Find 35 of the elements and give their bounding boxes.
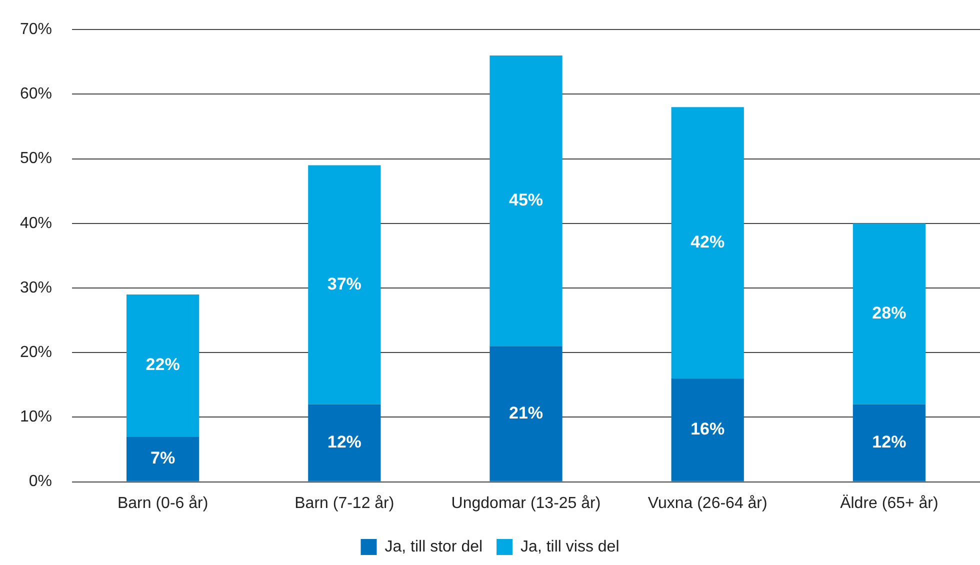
x-tick-label: Barn (0-6 år)	[117, 494, 208, 512]
y-tick-label: 70%	[20, 21, 52, 38]
data-label: 12%	[872, 432, 906, 452]
legend-label: Ja, till viss del	[520, 538, 620, 556]
data-label: 28%	[872, 304, 906, 323]
data-label: 42%	[690, 232, 725, 252]
y-tick-label: 30%	[20, 279, 52, 296]
bar	[490, 55, 562, 346]
y-tick-label: 60%	[20, 86, 52, 103]
data-label: 37%	[327, 274, 362, 294]
bar	[852, 404, 926, 482]
data-label: 21%	[508, 403, 544, 422]
y-tick-label: 20%	[20, 344, 52, 362]
y-tick-label: 10%	[20, 408, 52, 426]
bar	[671, 378, 744, 482]
bar	[852, 223, 926, 404]
x-tick-label: Barn (7-12 år)	[294, 494, 394, 512]
data-label: 22%	[146, 355, 180, 374]
y-tick-label: 0%	[28, 473, 52, 490]
data-label: 7%	[150, 448, 176, 468]
x-tick-label: Äldre (65+ år)	[840, 494, 938, 512]
bar	[308, 404, 381, 482]
data-label: 16%	[690, 420, 725, 439]
bar	[671, 107, 744, 378]
y-tick-label: 40%	[20, 214, 52, 232]
legend-label: Ja, till stor del	[384, 538, 483, 556]
bar	[126, 294, 200, 437]
x-tick-label: Vuxna (26-64 år)	[648, 494, 768, 512]
y-tick-label: 50%	[20, 150, 52, 168]
data-label: 12%	[327, 432, 362, 452]
data-label: 45%	[508, 190, 544, 210]
bar	[126, 436, 200, 482]
x-tick-label: Ungdomar (13-25 år)	[451, 494, 601, 512]
bar	[308, 165, 381, 404]
bar	[490, 346, 562, 482]
